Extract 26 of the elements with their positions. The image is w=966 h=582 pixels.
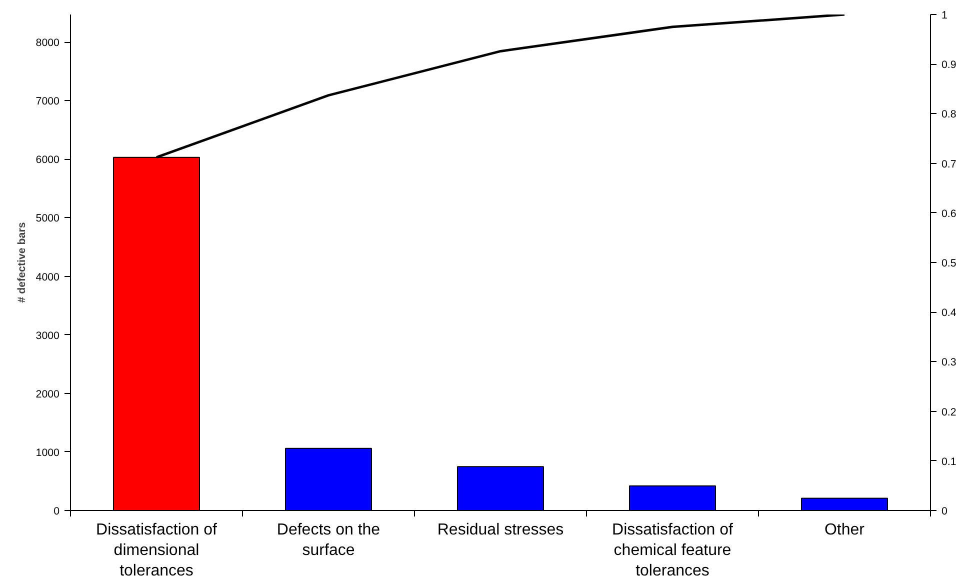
y-tick-label: 6000 [36,154,60,166]
y2-tick-label: 0.4 [942,307,956,320]
y2-tick-label: 0.5 [942,258,956,270]
y-tick-label: 7000 [36,96,60,108]
y2-tick-label: 0.6 [942,208,956,220]
y-tick-label: 4000 [36,271,60,284]
y-tick-label: 8000 [36,37,60,50]
x-tick-label: Residual stresses [437,522,564,538]
y-tick-label: 1000 [36,446,60,459]
y2-tick-label: 0.3 [942,356,956,369]
y-tick-label: 2000 [36,388,60,400]
x-tick-label: Dissatisfaction of dimensional tolerances [96,522,218,580]
y2-tick-label: 0.1 [942,456,956,468]
y2-tick-label: 0.8 [942,108,956,121]
x-tick-label: Other [824,522,866,538]
y-tick-label: 0 [54,506,60,518]
y-tick-label: 3000 [36,330,60,342]
y2-tick-label: 0.7 [942,158,956,170]
y-tick-label: 5000 [36,212,60,225]
y2-tick-label: 0 [942,506,948,518]
y2-tick-label: 0.9 [942,59,956,72]
y2-tick-label: 0.2 [942,406,956,418]
x-tick-label: Dissatisfaction of chemical feature tolerances [612,522,734,580]
y2-tick-label: 1 [942,10,948,22]
x-tick-label: Defects on the surface [276,522,380,559]
y-axis-title: # defective bars [16,222,28,303]
